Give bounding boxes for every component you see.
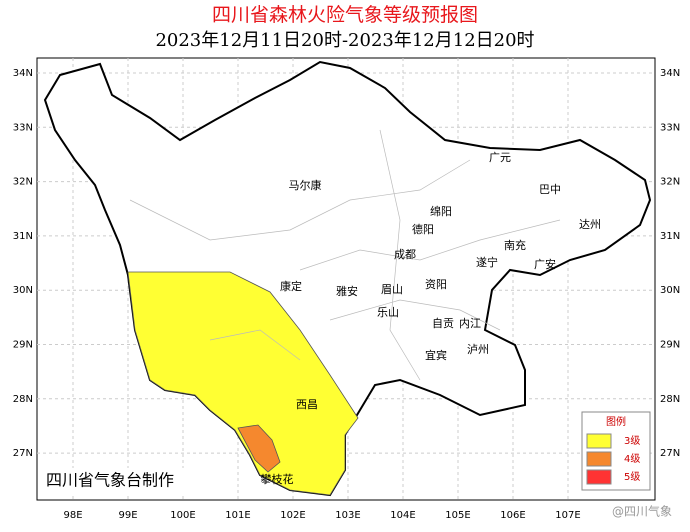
lat-label: 33N: [13, 122, 33, 133]
legend-label: 4级: [624, 453, 640, 465]
lat-label: 34N: [13, 68, 33, 79]
lon-label: 98E: [63, 510, 82, 521]
lat-label: 31N: [13, 231, 33, 242]
lat-label: 32N: [13, 177, 33, 188]
city-label: 马尔康: [289, 178, 322, 192]
lat-label: 33N: [660, 122, 680, 133]
subtitle: 2023年12月11日20时-2023年12月12日20时: [155, 30, 534, 51]
lat-label: 32N: [660, 177, 680, 188]
city-label: 乐山: [377, 306, 399, 319]
lat-label: 27N: [660, 448, 680, 459]
city-label: 绵阳: [430, 204, 452, 218]
city-label: 攀枝花: [261, 472, 294, 486]
lat-label: 29N: [13, 340, 33, 351]
city-label: 宜宾: [425, 348, 447, 362]
city-label: 自贡: [432, 317, 454, 330]
credit-box: [40, 468, 205, 494]
lon-label: 101E: [225, 510, 250, 521]
title: 四川省森林火险气象等级预报图: [212, 4, 478, 26]
city-label: 德阳: [412, 222, 434, 236]
lon-label: 107E: [555, 510, 580, 521]
lat-label: 30N: [660, 285, 680, 296]
legend-label: 3级: [624, 435, 640, 447]
watermark: @四川气象: [612, 504, 672, 519]
lon-label: 99E: [118, 510, 137, 521]
legend-swatch: [586, 469, 612, 485]
lat-label: 28N: [13, 394, 33, 405]
city-label: 广元: [489, 151, 511, 164]
level-4-area: [237, 424, 281, 473]
lat-label: 29N: [660, 340, 680, 351]
lat-label: 27N: [13, 448, 33, 459]
lon-label: 102E: [280, 510, 305, 521]
city-label: 内江: [459, 316, 481, 330]
legend-title: 图例: [606, 415, 626, 428]
city-label: 泸州: [467, 343, 489, 356]
city-label: 南充: [504, 238, 526, 252]
city-label: 成都: [394, 248, 416, 261]
boundaries: [129, 129, 561, 381]
city-label: 遂宁: [476, 255, 498, 269]
lon-label: 106E: [500, 510, 525, 521]
lat-label: 30N: [13, 285, 33, 296]
city-label: 巴中: [539, 183, 561, 196]
city-label: 广安: [534, 257, 556, 271]
lon-label: 100E: [170, 510, 195, 521]
lon-label: 103E: [335, 510, 360, 521]
lat-label: 31N: [660, 231, 680, 242]
city-label: 康定: [280, 279, 302, 293]
city-label: 资阳: [425, 278, 447, 291]
city-label: 达州: [579, 218, 601, 231]
lat-label: 28N: [660, 394, 680, 405]
credit: 四川省气象台制作: [46, 471, 174, 490]
lon-label: 105E: [445, 510, 470, 521]
lat-label: 34N: [660, 68, 680, 79]
legend-label: 5级: [624, 471, 640, 483]
city-label: 眉山: [381, 283, 403, 296]
level-3-area: [127, 271, 359, 496]
city-label: 西昌: [296, 398, 318, 411]
legend-swatch: [586, 433, 612, 449]
lon-label: 104E: [390, 510, 415, 521]
city-label: 雅安: [336, 284, 358, 298]
legend-swatch: [586, 451, 612, 467]
